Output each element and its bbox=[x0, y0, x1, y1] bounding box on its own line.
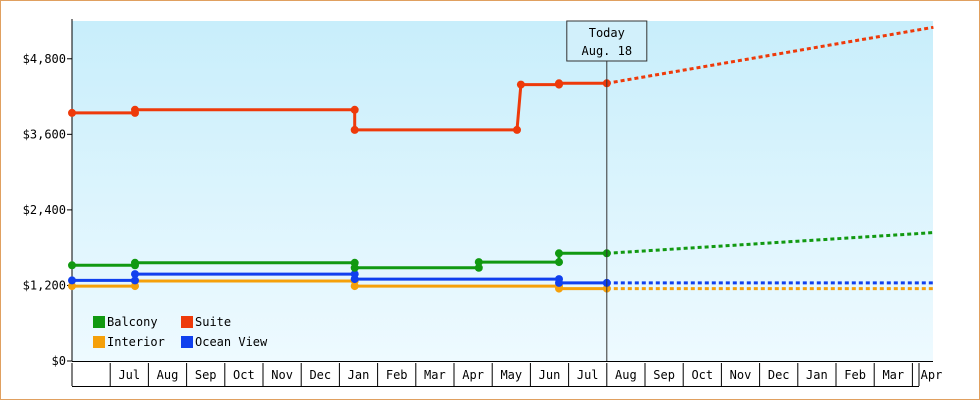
data-point-ocean-view bbox=[131, 276, 139, 285]
data-point-ocean-view bbox=[555, 278, 563, 287]
month-label: Feb bbox=[386, 368, 408, 382]
legend-swatch bbox=[181, 316, 193, 328]
month-label: Dec bbox=[768, 368, 790, 382]
month-label: Nov bbox=[271, 368, 293, 382]
y-tick-label: $4,800 bbox=[23, 52, 66, 66]
data-point-suite bbox=[555, 79, 563, 88]
data-point-balcony bbox=[131, 258, 139, 267]
month-label: Apr bbox=[921, 368, 943, 382]
y-tick-label: $3,600 bbox=[23, 127, 66, 141]
data-point-ocean-view bbox=[350, 275, 359, 284]
data-point-balcony bbox=[350, 263, 359, 272]
month-label: Jan bbox=[806, 368, 828, 382]
month-label: Jan bbox=[348, 368, 370, 382]
data-point-balcony bbox=[68, 261, 76, 270]
projection-line-suite bbox=[606, 25, 934, 85]
data-point-ocean-view bbox=[68, 276, 76, 285]
month-label: Aug bbox=[157, 368, 179, 382]
data-point-balcony bbox=[474, 263, 483, 272]
data-point-suite bbox=[350, 125, 359, 134]
data-point-suite bbox=[131, 105, 139, 114]
month-label: Jul bbox=[577, 368, 599, 382]
data-point-balcony bbox=[555, 258, 563, 267]
data-point-interior bbox=[350, 282, 359, 291]
y-tick-label: $1,200 bbox=[23, 278, 66, 292]
today-label-line1: Today bbox=[589, 26, 625, 40]
data-point-interior bbox=[68, 282, 76, 291]
month-label: Feb bbox=[844, 368, 866, 382]
month-label: Dec bbox=[309, 368, 331, 382]
month-label: Nov bbox=[730, 368, 752, 382]
data-point-balcony bbox=[474, 258, 483, 267]
legend-swatch bbox=[93, 316, 105, 328]
data-point-balcony bbox=[555, 249, 563, 258]
plot-background bbox=[72, 21, 933, 361]
legend-swatch bbox=[93, 336, 105, 348]
month-label: Apr bbox=[462, 368, 484, 382]
month-label: Sep bbox=[195, 368, 217, 382]
data-point-suite bbox=[516, 80, 525, 89]
legend-swatch bbox=[181, 336, 193, 348]
data-point-suite bbox=[350, 105, 359, 114]
today-label-box bbox=[566, 20, 648, 62]
month-label: Oct bbox=[691, 368, 713, 382]
legend-label: Balcony bbox=[107, 315, 158, 329]
month-label: Jun bbox=[539, 368, 561, 382]
month-label: Aug bbox=[615, 368, 637, 382]
month-label: Mar bbox=[424, 368, 446, 382]
projection-line-balcony bbox=[606, 231, 934, 255]
legend-label: Interior bbox=[107, 335, 165, 349]
y-tick-label: $2,400 bbox=[23, 203, 66, 217]
month-label: Sep bbox=[653, 368, 675, 382]
data-point-suite bbox=[513, 125, 521, 134]
data-point-ocean-view bbox=[131, 270, 139, 279]
y-tick-label: $0 bbox=[52, 354, 66, 368]
month-label: Jul bbox=[118, 368, 140, 382]
data-point-suite bbox=[68, 108, 76, 117]
data-point-interior bbox=[555, 284, 563, 293]
legend-label: Ocean View bbox=[195, 335, 268, 349]
month-label: Mar bbox=[882, 368, 904, 382]
month-label: Oct bbox=[233, 368, 255, 382]
today-label-line2: Aug. 18 bbox=[582, 44, 633, 58]
legend-label: Suite bbox=[195, 315, 231, 329]
month-label: May bbox=[500, 368, 522, 382]
